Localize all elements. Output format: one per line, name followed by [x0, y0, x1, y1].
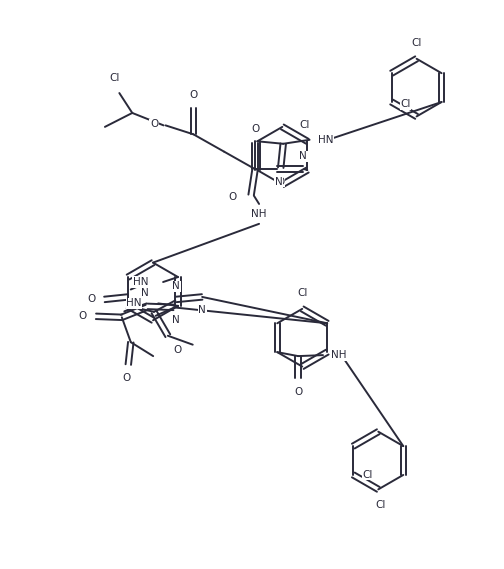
Text: Cl: Cl	[411, 38, 422, 48]
Text: Cl: Cl	[362, 470, 372, 480]
Text: O: O	[122, 373, 131, 383]
Text: HN: HN	[133, 277, 148, 287]
Text: Cl: Cl	[375, 500, 386, 510]
Text: O: O	[228, 192, 236, 203]
Text: O: O	[150, 119, 158, 129]
Text: N: N	[198, 305, 206, 315]
Text: Cl: Cl	[109, 73, 119, 83]
Text: O: O	[174, 345, 182, 354]
Text: Cl: Cl	[401, 100, 411, 109]
Text: Cl: Cl	[300, 121, 310, 130]
Text: HN: HN	[126, 298, 142, 308]
Text: N: N	[299, 151, 307, 161]
Text: NH: NH	[331, 350, 346, 360]
Text: O: O	[277, 176, 285, 187]
Text: O: O	[251, 125, 259, 134]
Text: O: O	[294, 387, 302, 397]
Text: HN: HN	[318, 135, 333, 145]
Text: Cl: Cl	[297, 288, 307, 298]
Text: O: O	[190, 89, 198, 100]
Text: N: N	[172, 282, 180, 291]
Text: O: O	[79, 311, 87, 321]
Text: N: N	[141, 288, 149, 298]
Text: NH: NH	[251, 209, 267, 219]
Text: O: O	[87, 294, 95, 304]
Text: N: N	[172, 315, 180, 325]
Text: N: N	[275, 177, 282, 187]
